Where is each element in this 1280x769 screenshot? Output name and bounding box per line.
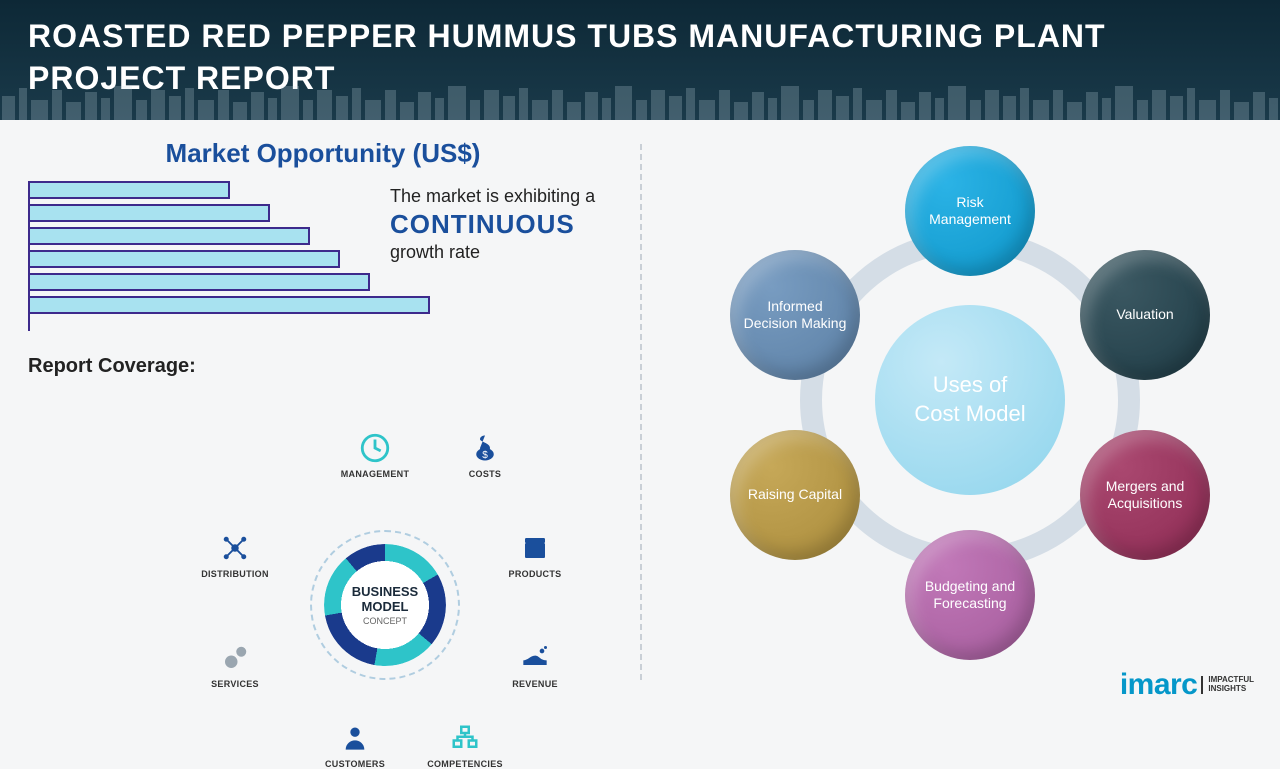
left-panel: Market Opportunity (US$) The market is e…: [0, 120, 640, 720]
cm-center-line2: Cost Model: [914, 400, 1025, 429]
bm-icon: [447, 720, 483, 756]
svg-text:$: $: [482, 450, 488, 461]
skyline-decoration: [0, 84, 1280, 120]
cost-model-node: Budgeting and Forecasting: [905, 530, 1035, 660]
cost-model-node: Raising Capital: [730, 430, 860, 560]
market-text-line1: The market is exhibiting a: [390, 186, 620, 207]
business-model-item: MANAGEMENT: [330, 430, 420, 479]
market-text-line3: growth rate: [390, 242, 620, 263]
report-coverage-title: Report Coverage:: [28, 355, 618, 378]
bm-center-line2: MODEL: [362, 599, 409, 614]
bm-icon: $: [467, 430, 503, 466]
chart-bar: [30, 227, 310, 245]
bm-icon: [517, 640, 553, 676]
brand-tagline: IMPACTFUL INSIGHTS: [1201, 676, 1254, 694]
chart-bar: [30, 296, 430, 314]
cost-model-center: Uses of Cost Model: [875, 305, 1065, 495]
business-model-item: SERVICES: [190, 640, 280, 689]
bm-label: CUSTOMERS: [325, 759, 385, 769]
bm-icon: [217, 530, 253, 566]
cost-model-node: Valuation: [1080, 250, 1210, 380]
business-model-item: CUSTOMERS: [310, 720, 400, 769]
market-growth-text: The market is exhibiting a CONTINUOUS gr…: [390, 186, 620, 263]
bm-icon: [337, 720, 373, 756]
bm-center-line3: CONCEPT: [363, 616, 407, 626]
business-model-item: REVENUE: [490, 640, 580, 689]
market-bar-chart: [28, 181, 408, 331]
bm-label: MANAGEMENT: [341, 469, 410, 479]
bm-label: REVENUE: [512, 679, 558, 689]
cost-model-node: Risk Management: [905, 146, 1035, 276]
bm-icon: [517, 530, 553, 566]
business-model-item: PRODUCTS: [490, 530, 580, 579]
bm-label: DISTRIBUTION: [201, 569, 269, 579]
bm-label: PRODUCTS: [509, 569, 562, 579]
business-model-diagram: BUSINESS MODEL CONCEPT MANAGEMENT $ COSTS P…: [140, 430, 580, 750]
chart-bar: [30, 250, 340, 268]
bm-icon: [217, 640, 253, 676]
market-opportunity-title: Market Opportunity (US$): [28, 138, 618, 169]
brand-name: imarc: [1120, 668, 1198, 702]
business-model-center: BUSINESS MODEL CONCEPT: [328, 548, 442, 662]
brand-logo: imarc IMPACTFUL INSIGHTS: [1120, 668, 1254, 702]
market-text-line2: CONTINUOUS: [390, 209, 620, 240]
cost-model-node: Mergers and Acquisitions: [1080, 430, 1210, 560]
bm-label: COMPETENCIES: [427, 759, 503, 769]
chart-bar: [30, 181, 230, 199]
right-panel: Uses of Cost Model Risk Management Valuat…: [640, 120, 1280, 720]
cm-center-line1: Uses of: [933, 371, 1008, 400]
bm-icon: [357, 430, 393, 466]
cost-model-node: Informed Decision Making: [730, 250, 860, 380]
bm-label: COSTS: [469, 469, 502, 479]
chart-bar: [30, 204, 270, 222]
header-banner: ROASTED RED PEPPER HUMMUS TUBS MANUFACTU…: [0, 0, 1280, 120]
bm-label: SERVICES: [211, 679, 259, 689]
business-model-item: COMPETENCIES: [420, 720, 510, 769]
business-model-item: $ COSTS: [440, 430, 530, 479]
business-model-item: DISTRIBUTION: [190, 530, 280, 579]
cost-model-diagram: Uses of Cost Model Risk ManagementValuat…: [700, 150, 1240, 670]
bm-center-line1: BUSINESS: [352, 584, 418, 599]
chart-bar: [30, 273, 370, 291]
